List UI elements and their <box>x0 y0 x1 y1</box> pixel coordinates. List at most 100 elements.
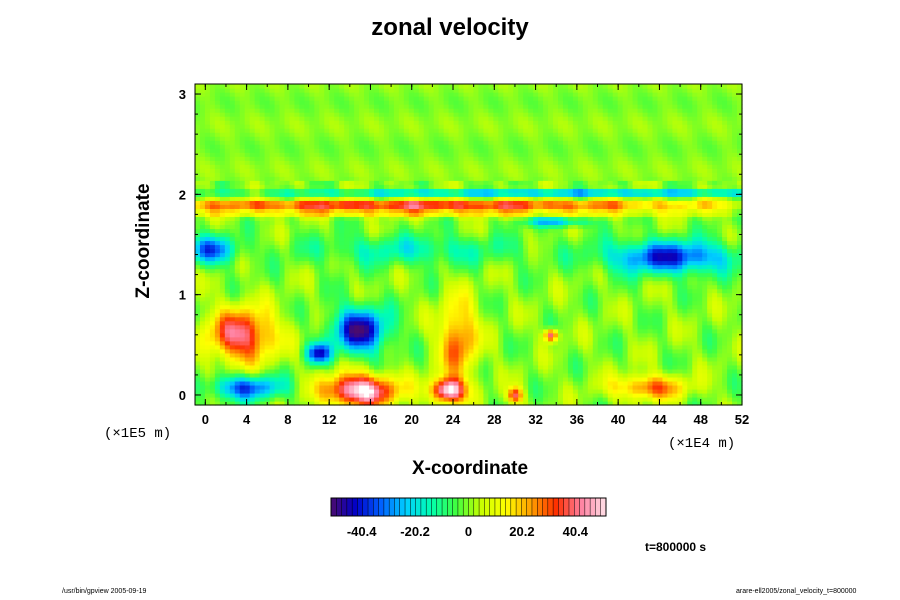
heatmap-cell <box>359 200 365 205</box>
heatmap-cell <box>388 96 395 101</box>
heatmap-cell <box>349 112 355 117</box>
heatmap-cell <box>224 380 231 386</box>
heatmap-cell <box>219 388 226 394</box>
heatmap-cell <box>259 176 266 181</box>
heatmap-cell <box>364 212 370 218</box>
heatmap-cell <box>349 156 355 161</box>
heatmap-cell <box>234 400 241 406</box>
heatmap-cell <box>413 132 420 137</box>
heatmap-cell <box>264 344 271 350</box>
heatmap-cell <box>249 312 256 318</box>
heatmap-cell <box>274 228 281 234</box>
heatmap-cell <box>383 120 390 125</box>
heatmap-cell <box>264 284 271 290</box>
heatmap-cell <box>403 332 410 338</box>
heatmap-cell <box>344 160 350 165</box>
heatmap-cell <box>378 132 385 137</box>
heatmap-cell <box>254 340 261 346</box>
heatmap-cell <box>224 328 231 334</box>
heatmap-cell <box>408 120 415 125</box>
heatmap-cell <box>483 240 489 246</box>
heatmap-cell <box>204 288 211 294</box>
heatmap-cell <box>423 284 430 290</box>
heatmap-cell <box>388 100 395 105</box>
heatmap-cell <box>359 208 365 213</box>
heatmap-cell <box>334 120 340 125</box>
heatmap-cell <box>304 312 310 318</box>
heatmap-cell <box>423 124 430 129</box>
heatmap-cell <box>309 252 315 258</box>
heatmap-cell <box>334 248 340 254</box>
heatmap-cell <box>304 176 310 181</box>
heatmap-cell <box>364 392 370 398</box>
heatmap-cell <box>503 356 509 362</box>
heatmap-cell <box>369 160 375 165</box>
heatmap-cell <box>388 148 395 153</box>
heatmap-cell <box>369 100 375 105</box>
heatmap-cell <box>214 324 221 330</box>
heatmap-cell <box>309 200 315 205</box>
heatmap-cell <box>269 272 276 278</box>
heatmap-cell <box>244 380 251 386</box>
heatmap-cell <box>329 324 335 330</box>
heatmap-cell <box>478 148 485 153</box>
heatmap-cell <box>324 288 330 294</box>
heatmap-cell <box>274 264 281 270</box>
heatmap-cell <box>438 364 445 370</box>
heatmap-cell <box>354 336 360 342</box>
heatmap-cell <box>369 200 375 205</box>
heatmap-cell <box>463 168 470 173</box>
heatmap-cell <box>274 240 281 246</box>
heatmap-cell <box>244 200 251 205</box>
heatmap-cell <box>199 264 206 270</box>
heatmap-cell <box>398 368 405 374</box>
heatmap-cell <box>408 220 415 226</box>
heatmap-cell <box>289 104 296 109</box>
heatmap-cell <box>408 180 415 185</box>
heatmap-cell <box>244 216 251 222</box>
heatmap-cell <box>443 232 450 238</box>
heatmap-cell <box>244 288 251 294</box>
heatmap-cell <box>468 116 475 121</box>
heatmap-cell <box>224 144 231 149</box>
heatmap-cell <box>448 276 455 282</box>
heatmap-cell <box>438 248 445 254</box>
heatmap-cell <box>383 176 390 181</box>
heatmap-cell <box>314 344 320 350</box>
heatmap-cell <box>393 120 400 125</box>
heatmap-cell <box>299 392 305 398</box>
heatmap-cell <box>209 352 216 358</box>
heatmap-cell <box>334 360 340 366</box>
heatmap-cell <box>259 112 266 117</box>
heatmap-cell <box>209 368 216 374</box>
heatmap-cell <box>224 152 231 157</box>
heatmap-cell <box>448 364 455 370</box>
heatmap-cell <box>488 184 494 189</box>
heatmap-cell <box>493 204 499 209</box>
heatmap-cell <box>264 184 271 189</box>
heatmap-cell <box>259 188 266 193</box>
heatmap-cell <box>503 396 509 402</box>
heatmap-cell <box>403 260 410 266</box>
heatmap-cell <box>214 368 221 374</box>
heatmap-cell <box>199 312 206 318</box>
heatmap-cell <box>463 112 470 117</box>
heatmap-cell <box>403 200 410 205</box>
heatmap-cell <box>374 168 380 173</box>
heatmap-cell <box>383 328 390 334</box>
heatmap-cell <box>244 372 251 378</box>
heatmap-cell <box>374 188 380 193</box>
heatmap-cell <box>344 284 350 290</box>
heatmap-cell <box>458 132 465 137</box>
heatmap-cell <box>443 212 450 218</box>
heatmap-cell <box>354 316 360 322</box>
heatmap-cell <box>339 284 345 290</box>
heatmap-cell <box>453 304 460 310</box>
heatmap-cell <box>443 228 450 234</box>
heatmap-cell <box>443 204 450 209</box>
heatmap-cell <box>463 196 470 201</box>
heatmap-cell <box>254 312 261 318</box>
heatmap-cell <box>359 100 365 105</box>
heatmap-cell <box>214 312 221 318</box>
heatmap-cell <box>443 272 450 278</box>
